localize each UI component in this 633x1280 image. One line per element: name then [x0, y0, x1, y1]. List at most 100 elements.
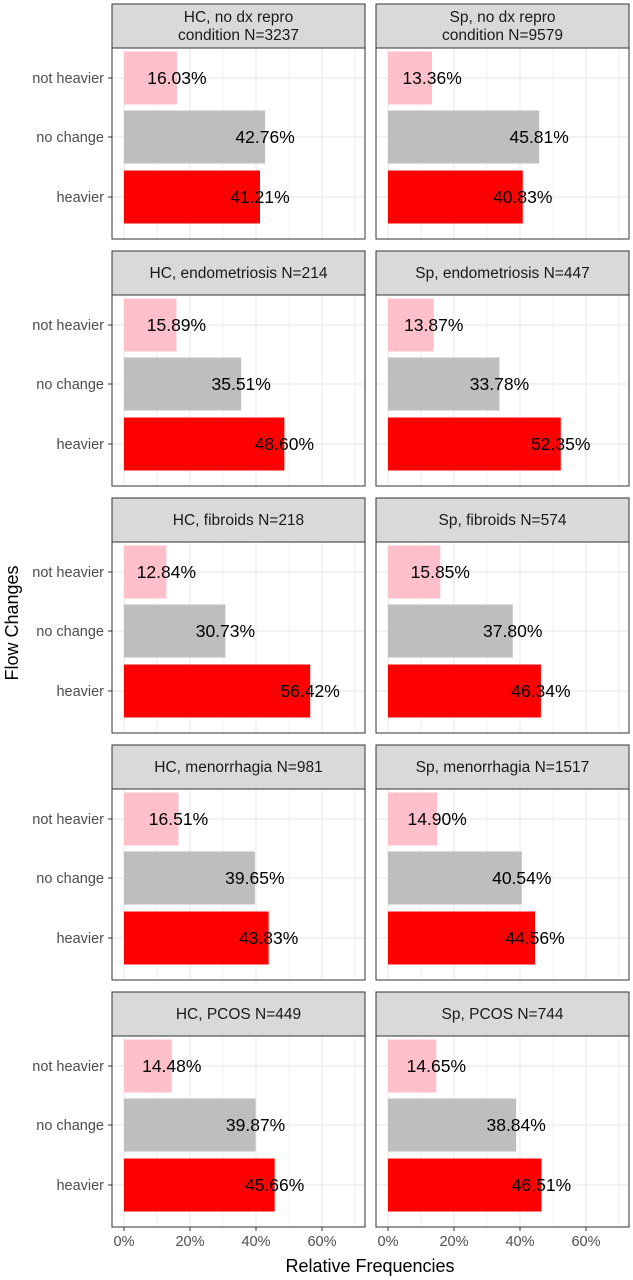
- facet-title: HC, no dx repro: [184, 9, 293, 26]
- bar-not-heavier: [124, 298, 177, 352]
- data-label-heavier: 41.21%: [230, 187, 289, 207]
- y-tick-label: heavier: [56, 190, 104, 206]
- data-label-no-change: 42.76%: [235, 127, 294, 147]
- data-label-no-change: 35.51%: [212, 374, 271, 394]
- facet-panel: HC, menorrhagia N=981 16.51% 39.65% 43.83% n…: [32, 744, 366, 981]
- bar-heavier: [388, 417, 561, 471]
- data-label-no-change: 38.84%: [486, 1115, 545, 1135]
- y-tick-label: not heavier: [32, 565, 104, 581]
- y-tick-label: not heavier: [32, 71, 104, 87]
- x-tick-label: 20%: [175, 1234, 204, 1250]
- panel-border: [111, 1035, 366, 1228]
- facet-title: condition N=9579: [442, 27, 563, 44]
- y-tick-label: heavier: [56, 684, 104, 700]
- facet-title: Sp, no dx repro: [450, 9, 556, 26]
- data-label-no-change: 45.81%: [509, 127, 568, 147]
- bar-heavier: [124, 417, 285, 471]
- data-label-not-heavier: 16.03%: [147, 68, 206, 88]
- data-label-no-change: 37.80%: [483, 621, 542, 641]
- y-tick-label: not heavier: [32, 812, 104, 828]
- y-tick-label: no change: [36, 871, 104, 887]
- y-axis-title: Flow Changes: [2, 565, 22, 680]
- bar-no-change: [388, 357, 500, 411]
- panel-border: [375, 47, 630, 240]
- data-label-no-change: 30.73%: [196, 621, 255, 641]
- panel-border: [111, 294, 366, 487]
- facet-title: HC, endometriosis N=214: [150, 265, 328, 282]
- bar-no-change: [388, 851, 522, 905]
- facet-strip: [111, 250, 366, 296]
- facet-strip: [375, 3, 630, 49]
- bar-no-change: [124, 110, 266, 164]
- y-tick-label: no change: [36, 377, 104, 393]
- bar-no-change: [388, 604, 513, 658]
- bar-not-heavier: [388, 298, 434, 352]
- facet-strip: [375, 497, 630, 543]
- data-label-heavier: 40.83%: [493, 187, 552, 207]
- facet-title: Sp, fibroids N=574: [439, 512, 567, 529]
- panel-border: [375, 1035, 630, 1228]
- facet-strip: [111, 497, 366, 543]
- x-tick-label: 0%: [378, 1234, 399, 1250]
- facet-title: HC, fibroids N=218: [173, 512, 304, 529]
- bar-not-heavier: [124, 1039, 172, 1093]
- data-label-no-change: 39.65%: [225, 868, 284, 888]
- facet-panel: Sp, fibroids N=574 15.85% 37.80% 46.34%: [375, 497, 630, 734]
- bar-heavier: [124, 664, 311, 718]
- data-label-heavier: 48.60%: [255, 434, 314, 454]
- y-tick-label: not heavier: [32, 318, 104, 334]
- bar-not-heavier: [388, 545, 441, 599]
- bar-not-heavier: [124, 51, 177, 105]
- facet-title: condition N=3237: [178, 27, 299, 44]
- facet-panel: Sp, PCOS N=744 14.65% 38.84% 46.51% 0% 20% 40%…: [375, 991, 630, 1250]
- data-label-heavier: 45.66%: [245, 1175, 304, 1195]
- bar-not-heavier: [388, 51, 433, 105]
- data-label-heavier: 46.34%: [511, 681, 570, 701]
- data-label-no-change: 40.54%: [492, 868, 551, 888]
- bar-heavier: [124, 1158, 275, 1212]
- bar-heavier: [388, 170, 523, 224]
- bar-no-change: [124, 604, 226, 658]
- data-label-heavier: 43.83%: [239, 928, 298, 948]
- panel-border: [375, 788, 630, 981]
- y-tick-label: no change: [36, 130, 104, 146]
- bar-heavier: [388, 1158, 542, 1212]
- bar-heavier: [388, 664, 541, 718]
- x-tick-label: 60%: [307, 1234, 336, 1250]
- x-tick-label: 40%: [241, 1234, 270, 1250]
- data-label-no-change: 39.87%: [226, 1115, 285, 1135]
- facet-title: Sp, menorrhagia N=1517: [416, 759, 590, 776]
- facet-panel: HC, PCOS N=449 14.48% 39.87% 45.66% not heav…: [32, 991, 366, 1250]
- panel-border: [111, 47, 366, 240]
- bar-heavier: [124, 911, 269, 965]
- x-tick-label: 20%: [439, 1234, 468, 1250]
- data-label-heavier: 56.42%: [281, 681, 340, 701]
- y-tick-label: heavier: [56, 437, 104, 453]
- data-label-not-heavier: 14.48%: [142, 1056, 201, 1076]
- facet-title: Sp, PCOS N=744: [442, 1006, 564, 1023]
- x-tick-label: 60%: [571, 1234, 600, 1250]
- facet-panel: HC, fibroids N=218 12.84% 30.73% 56.42% not …: [32, 497, 366, 734]
- bar-not-heavier: [124, 545, 167, 599]
- y-tick-label: heavier: [56, 1178, 104, 1194]
- facet-title: HC, PCOS N=449: [176, 1006, 301, 1023]
- facet-title: Sp, endometriosis N=447: [415, 265, 589, 282]
- data-label-heavier: 52.35%: [531, 434, 590, 454]
- bar-no-change: [124, 357, 242, 411]
- data-label-no-change: 33.78%: [470, 374, 529, 394]
- facet-title: HC, menorrhagia N=981: [154, 759, 322, 776]
- data-label-heavier: 46.51%: [512, 1175, 571, 1195]
- x-axis-title: Relative Frequencies: [285, 1256, 454, 1276]
- facet-panel: Sp, menorrhagia N=1517 14.90% 40.54% 44.56%: [375, 744, 630, 981]
- y-tick-label: not heavier: [32, 1059, 104, 1075]
- panel-border: [375, 541, 630, 734]
- facet-strip: [111, 991, 366, 1037]
- data-label-not-heavier: 15.89%: [147, 315, 206, 335]
- y-tick-label: no change: [36, 624, 104, 640]
- panel-border: [111, 541, 366, 734]
- bar-not-heavier: [388, 792, 438, 846]
- bar-heavier: [124, 170, 260, 224]
